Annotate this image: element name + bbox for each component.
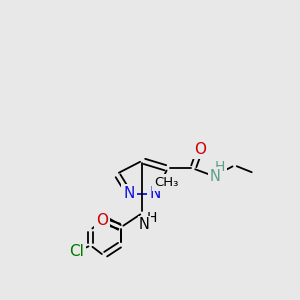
Text: N: N [139, 217, 150, 232]
Text: N: N [209, 169, 220, 184]
Text: Cl: Cl [69, 244, 84, 259]
Text: H: H [147, 212, 158, 226]
Text: N: N [150, 186, 161, 201]
Text: CH₃: CH₃ [154, 176, 178, 189]
Text: O: O [194, 142, 206, 157]
Text: H: H [215, 160, 225, 174]
Text: N: N [123, 186, 135, 201]
Text: O: O [96, 213, 108, 228]
